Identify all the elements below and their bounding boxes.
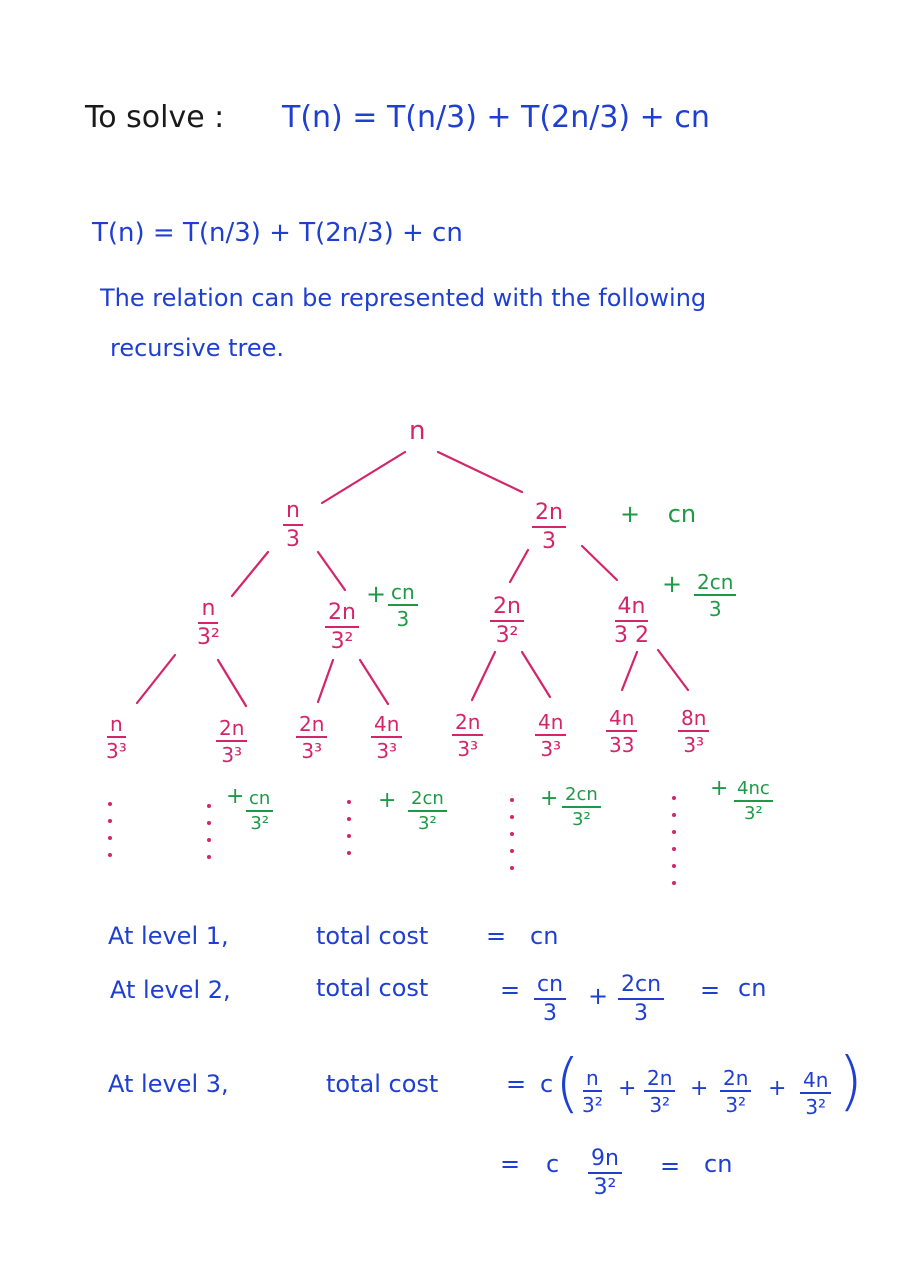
edge-l1r-right xyxy=(580,544,619,582)
tree-l3-node-2: 2n 3³ xyxy=(216,718,248,765)
level3-paren-close: ) xyxy=(838,1045,863,1119)
level2-eq: = xyxy=(500,976,521,1004)
level3-plus-3: + xyxy=(768,1076,787,1101)
tree-l3-cost-4-prefix: + xyxy=(710,776,729,801)
edge-l1l-left xyxy=(230,550,270,598)
tree-l3-node-3: 2n 3³ xyxy=(296,714,328,761)
tree-l3-node-5: 2n 3³ xyxy=(452,712,484,759)
edge-root-left xyxy=(320,450,407,505)
level3-text: total cost xyxy=(326,1070,439,1098)
level2-plus: + xyxy=(588,982,609,1010)
level2-text: total cost xyxy=(316,974,429,1002)
continuation-dots-5 xyxy=(672,796,676,885)
tree-l3-cost-2-prefix: + xyxy=(378,788,397,813)
tree-l2-cost-left: cn 3 xyxy=(388,582,418,629)
level3-line2-frac: 9n 3² xyxy=(588,1148,622,1199)
edge-b-right xyxy=(358,658,390,706)
level2-eq-2: = xyxy=(700,976,721,1004)
tree-l3-cost-3: 2cn 3² xyxy=(562,786,601,829)
tree-l1-cost: + cn xyxy=(620,500,697,528)
level3-eq: = xyxy=(506,1070,527,1098)
tree-l2-node-4: 4n 3 2 xyxy=(614,594,649,648)
tree-l2-cost-right-prefix: + xyxy=(662,570,683,598)
tree-l3-cost-1-prefix: + xyxy=(226,784,245,809)
tree-l3-cost-1: cn 3² xyxy=(246,790,274,833)
tree-l3-node-8: 8n 3³ xyxy=(678,708,710,755)
tree-l3-node-1: n 3³ xyxy=(106,712,127,763)
tree-l3-node-7: 4n 33 xyxy=(606,708,638,755)
edge-d-left xyxy=(620,650,639,692)
tree-l3-node-6: 4n 3³ xyxy=(535,712,567,759)
level3-frac-2: 2n 3² xyxy=(644,1068,676,1115)
intro-equation: T(n) = T(n/3) + T(2n/3) + cn xyxy=(92,218,463,248)
level2-frac-1: cn 3 xyxy=(534,974,567,1025)
level3-line2-eq: = xyxy=(500,1150,521,1178)
intro-line-1: The relation can be represented with the… xyxy=(100,284,707,312)
edge-b-left xyxy=(316,658,335,704)
edge-root-right xyxy=(436,450,524,494)
tree-l3-cost-2: 2cn 3² xyxy=(408,790,447,833)
level3-frac-4: 4n 3² xyxy=(800,1070,832,1117)
level1-text: total cost xyxy=(316,922,429,950)
level1-value: cn xyxy=(530,922,559,950)
continuation-dots-4 xyxy=(510,798,514,870)
level2-label: At level 2, xyxy=(110,976,231,1004)
level2-value: cn xyxy=(738,974,767,1002)
edge-d-right xyxy=(656,648,690,692)
edge-l1r-left xyxy=(508,548,530,584)
header-equation: T(n) = T(n/3) + T(2n/3) + cn xyxy=(282,100,710,135)
tree-l3-cost-4: 4nc 3² xyxy=(734,780,773,823)
level3-paren-open: ( xyxy=(555,1047,580,1121)
edge-c-right xyxy=(520,650,552,699)
level3-c: c xyxy=(540,1070,554,1098)
level3-plus-2: + xyxy=(690,1076,709,1101)
tree-l2-node-1: n 3² xyxy=(197,596,220,650)
tree-l2-cost-right: 2cn 3 xyxy=(694,572,737,619)
tree-l2-node-2: 2n 3² xyxy=(325,602,359,653)
level3-label: At level 3, xyxy=(108,1070,229,1098)
continuation-dots-3 xyxy=(347,800,351,855)
level3-line2-c: c xyxy=(546,1150,560,1178)
level3-line2-value: cn xyxy=(704,1150,733,1178)
level1-label: At level 1, xyxy=(108,922,229,950)
edge-a-left xyxy=(135,653,177,705)
edge-l1l-right xyxy=(316,550,347,592)
level3-frac-3: 2n 3² xyxy=(720,1068,752,1115)
tree-l3-cost-3-prefix: + xyxy=(540,786,559,811)
edge-a-right xyxy=(216,658,248,708)
tree-l2-node-3: 2n 3² xyxy=(490,596,524,647)
continuation-dots-1 xyxy=(108,802,112,857)
level3-plus-1: + xyxy=(618,1076,637,1101)
tree-l3-node-4: 4n 3³ xyxy=(371,714,403,761)
edge-c-left xyxy=(470,650,497,702)
continuation-dots-2 xyxy=(207,804,211,859)
level1-eq: = xyxy=(486,922,507,950)
tree-l1-right: 2n 3 xyxy=(532,502,566,553)
level3-frac-1: n 3² xyxy=(582,1066,603,1117)
intro-line-2: recursive tree. xyxy=(110,334,285,362)
tree-l2-cost-left-prefix: + xyxy=(366,580,387,608)
level2-frac-2: 2cn 3 xyxy=(618,974,665,1025)
level3-line2-eq-2: = xyxy=(660,1152,681,1180)
to-solve-label: To solve : xyxy=(85,100,225,135)
tree-root: n xyxy=(409,416,426,446)
